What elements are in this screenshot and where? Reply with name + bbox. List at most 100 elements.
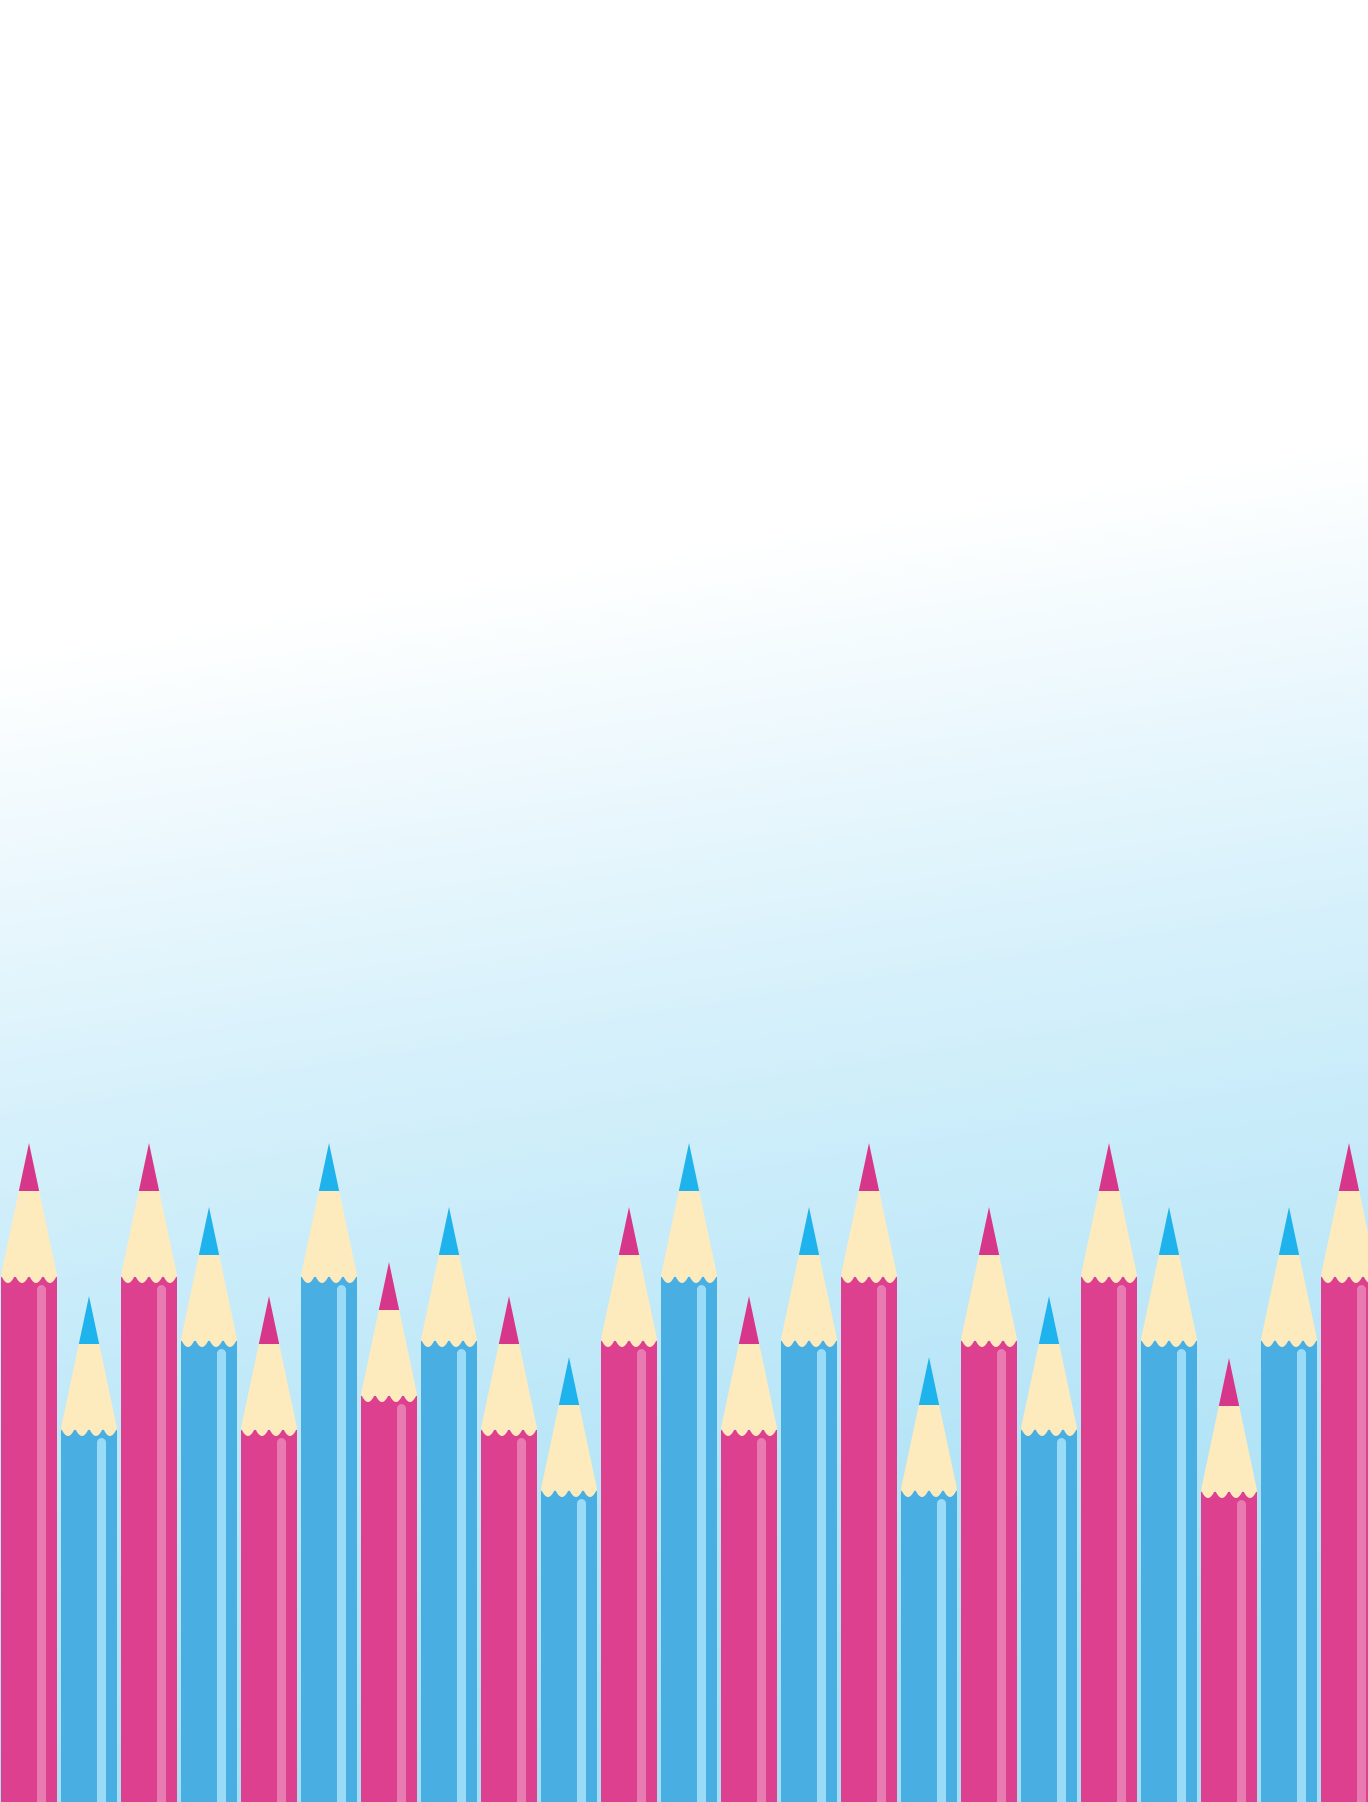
pencil-wood [61,1296,117,1436]
pencil-body [121,1277,177,1802]
pencil-wood [1021,1296,1077,1436]
blue-pencil-icon [421,1207,477,1802]
blue-pencil-icon [1021,1296,1077,1802]
pencil-stripe [1117,1285,1126,1802]
pencil-stripe [517,1438,526,1802]
pencil-lead [978,1207,1000,1255]
pencil-stripe [577,1499,586,1802]
pink-pencil-icon [721,1296,777,1802]
pencil-wood [961,1207,1017,1347]
pencil-body [961,1341,1017,1802]
pencil-body [61,1430,117,1802]
pencil-wood [121,1143,177,1283]
pencil-stripe [1237,1500,1246,1802]
pencil-body [601,1341,657,1802]
pencil-lead [138,1143,160,1191]
pink-pencil-icon [961,1207,1017,1802]
pencil-body [1081,1277,1137,1802]
pencil-lead [798,1207,820,1255]
pencil-body [301,1277,357,1802]
pencil-lead [678,1143,700,1191]
pencil-body [1,1277,57,1802]
pencil-body [1141,1341,1197,1802]
pencil-lead [1158,1207,1180,1255]
pencil-stripe [1057,1438,1066,1802]
pencil-stripe [217,1349,226,1802]
pencil-lead [618,1207,640,1255]
pencil-lead [378,1262,400,1310]
pencil-lead [318,1143,340,1191]
pencil-body [661,1277,717,1802]
pink-pencil-icon [1201,1358,1257,1802]
pencil-wood [481,1296,537,1436]
pencil-wood [1,1143,57,1283]
pencil-body [721,1430,777,1802]
pink-pencil-icon [841,1143,897,1802]
pencil-lead [1278,1207,1300,1255]
pencil-stripe [817,1349,826,1802]
pencil-wood [661,1143,717,1283]
pencil-wood [241,1296,297,1436]
blue-pencil-icon [61,1296,117,1802]
pencil-body [541,1491,597,1802]
pencil-wood [781,1207,837,1347]
pencil-wood [721,1296,777,1436]
pink-pencil-icon [361,1262,417,1802]
pencil-wood [1261,1207,1317,1347]
pencil-stripe [1177,1349,1186,1802]
pencil-stripe [97,1438,106,1802]
pencil-wood [841,1143,897,1283]
pencil-wood [1321,1143,1368,1283]
pencil-wood [601,1207,657,1347]
pencil-wood [361,1262,417,1402]
pencil-lead [78,1296,100,1344]
pencil-lead [1218,1358,1240,1406]
pencil-wood [901,1357,957,1497]
pink-pencil-icon [1,1143,57,1802]
blue-pencil-icon [781,1207,837,1802]
pencil-body [361,1396,417,1802]
blue-pencil-icon [661,1143,717,1802]
pencil-body [781,1341,837,1802]
pink-pencil-icon [601,1207,657,1802]
pencil-lead [858,1143,880,1191]
pencil-body [1021,1430,1077,1802]
pencil-body [901,1491,957,1802]
blue-pencil-icon [541,1357,597,1802]
pencil-lead [1098,1143,1120,1191]
pencil-stripe [37,1285,46,1802]
pencil-lead [1338,1143,1360,1191]
pink-pencil-icon [1081,1143,1137,1802]
blue-pencil-icon [181,1207,237,1802]
pencil-wood [541,1357,597,1497]
pencil-body [181,1341,237,1802]
pencil-lead [198,1207,220,1255]
pencil-body [1201,1492,1257,1802]
pencil-lead [258,1296,280,1344]
pencil-wood [421,1207,477,1347]
pencil-stripe [397,1404,406,1802]
pencil-lead [438,1207,460,1255]
pencil-lead [558,1357,580,1405]
pencil-body [481,1430,537,1802]
pencil-lead [738,1296,760,1344]
pencil-wood [1081,1143,1137,1283]
pencil-stripe [997,1349,1006,1802]
pencil-stripe [337,1285,346,1802]
pencil-stripe [937,1499,946,1802]
pencil-wood [181,1207,237,1347]
blue-pencil-icon [1141,1207,1197,1802]
pink-pencil-icon [1321,1143,1368,1802]
pencil-wood [301,1143,357,1283]
blue-pencil-icon [901,1357,957,1802]
pencil-lead [498,1296,520,1344]
pencil-body [1261,1341,1317,1802]
pencil-lead [1038,1296,1060,1344]
pencil-stripe [637,1349,646,1802]
pencil-lead [18,1143,40,1191]
pencil-stripe [157,1285,166,1802]
pink-pencil-icon [241,1296,297,1802]
blue-pencil-icon [301,1143,357,1802]
pink-pencil-icon [481,1296,537,1802]
